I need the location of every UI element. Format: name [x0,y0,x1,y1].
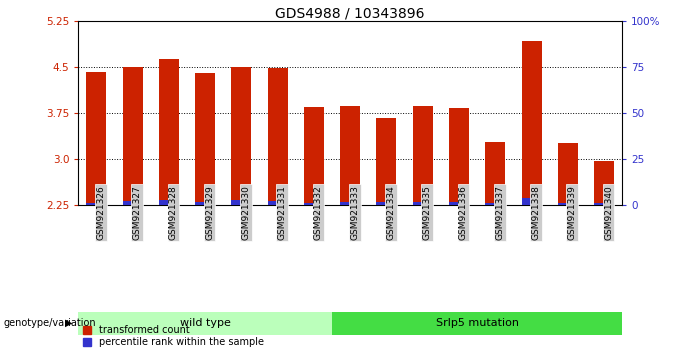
Bar [268,68,288,205]
Text: GSM921339: GSM921339 [568,185,577,240]
Bar [78,312,332,335]
Title: GDS4988 / 10343896: GDS4988 / 10343896 [275,6,425,20]
Bar [594,204,614,205]
Text: genotype/variation: genotype/variation [3,318,96,328]
Bar [486,142,505,205]
Bar [86,72,106,205]
Bar [377,202,396,205]
Text: GSM921336: GSM921336 [459,185,468,240]
Bar [594,161,614,205]
Text: GSM921338: GSM921338 [532,185,541,240]
Bar [86,204,106,205]
Bar [449,202,469,205]
Text: wild type: wild type [180,318,231,328]
Bar [159,200,179,205]
Text: Srlp5 mutation: Srlp5 mutation [436,318,519,328]
Text: GSM921327: GSM921327 [133,185,141,240]
Bar [413,106,432,205]
Text: GSM921340: GSM921340 [604,185,613,240]
Bar [332,312,622,335]
Bar [558,204,578,205]
Bar [231,200,252,205]
Bar [195,202,215,205]
Bar [340,202,360,205]
Bar [377,118,396,205]
Text: GSM921326: GSM921326 [97,185,105,240]
Bar [449,108,469,205]
Bar [268,201,288,205]
Bar [486,203,505,205]
Text: GSM921332: GSM921332 [314,185,323,240]
Legend: transformed count, percentile rank within the sample: transformed count, percentile rank withi… [83,325,264,347]
Bar [522,198,541,205]
Text: ▶: ▶ [65,318,72,328]
Bar [413,202,432,205]
Text: GSM921335: GSM921335 [423,185,432,240]
Bar [340,106,360,205]
Bar [159,59,179,205]
Text: GSM921331: GSM921331 [277,185,287,240]
Text: GSM921337: GSM921337 [495,185,505,240]
Bar [304,204,324,205]
Bar [558,143,578,205]
Bar [522,41,541,205]
Bar [195,73,215,205]
Text: GSM921330: GSM921330 [241,185,250,240]
Text: GSM921329: GSM921329 [205,185,214,240]
Bar [122,201,143,205]
Bar [231,67,252,205]
Text: GSM921333: GSM921333 [350,185,359,240]
Bar [304,107,324,205]
Text: GSM921334: GSM921334 [386,185,396,240]
Text: GSM921328: GSM921328 [169,185,178,240]
Bar [122,67,143,205]
